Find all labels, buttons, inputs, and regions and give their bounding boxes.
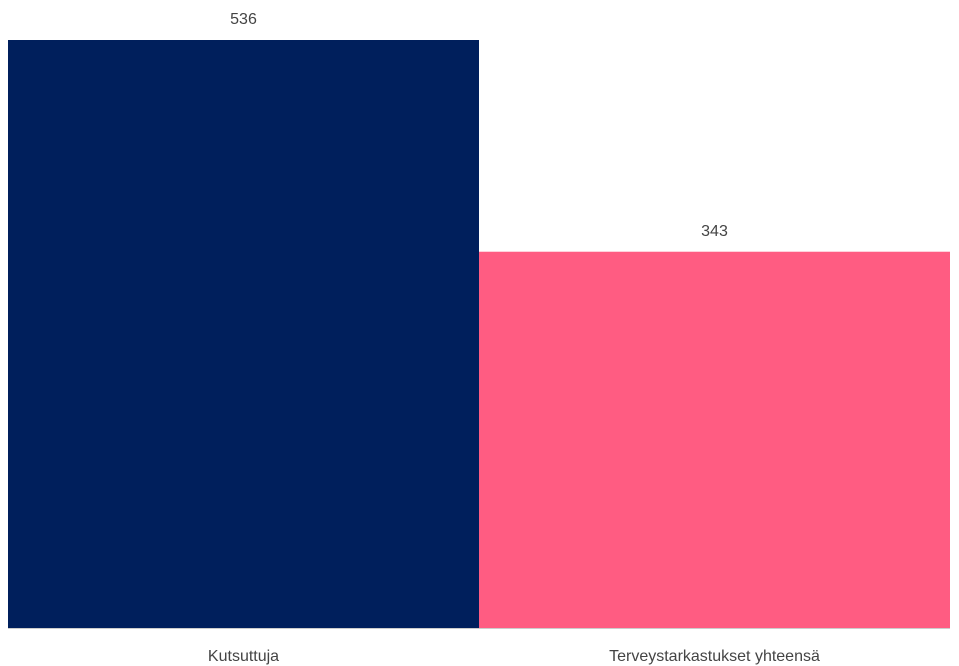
value-label: 343 — [701, 223, 728, 240]
bar — [8, 40, 479, 628]
x-tick-label: Kutsuttuja — [208, 648, 279, 665]
bar — [479, 251, 950, 628]
value-label: 536 — [230, 11, 257, 28]
x-tick-label: Terveystarkastukset yhteensä — [609, 648, 820, 665]
